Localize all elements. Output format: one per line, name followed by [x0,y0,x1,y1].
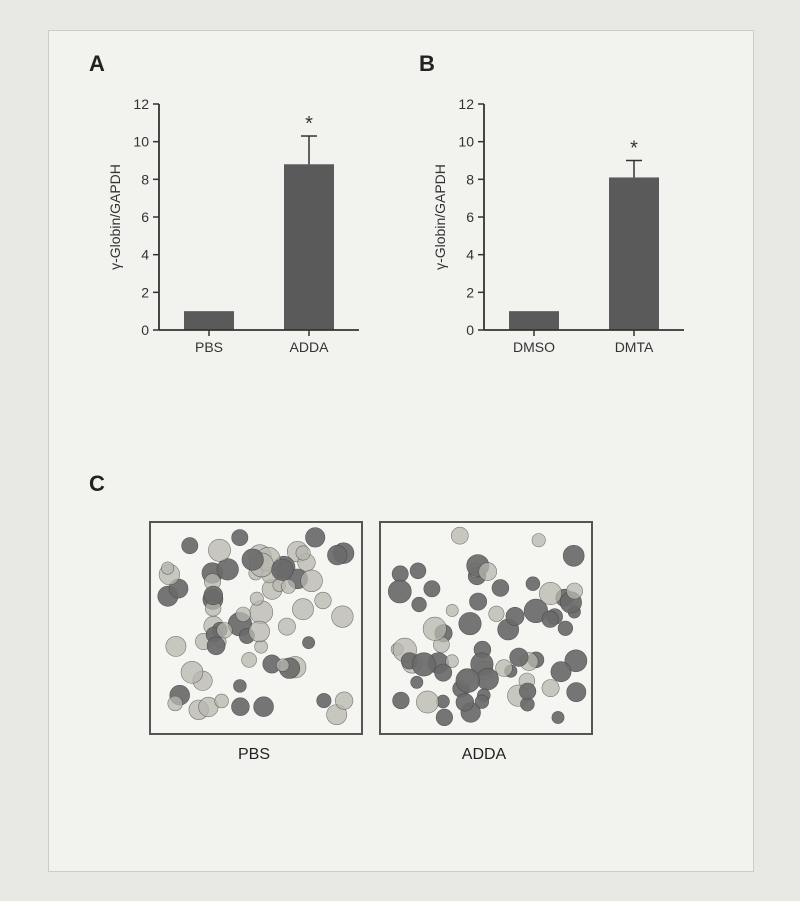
micrograph-caption-adda: ADDA [379,746,589,764]
svg-text:DMTA: DMTA [615,339,654,355]
svg-text:6: 6 [466,209,474,225]
svg-text:γ-Globin/GAPDH: γ-Globin/GAPDH [107,164,123,270]
svg-text:0: 0 [141,322,149,338]
panel-label-c: C [89,471,105,497]
micrograph-pbs [149,521,363,735]
svg-text:10: 10 [458,134,474,150]
svg-text:4: 4 [466,247,474,263]
svg-text:8: 8 [466,171,474,187]
micrograph-pbs-svg [151,523,361,733]
svg-text:12: 12 [458,96,474,112]
svg-text:*: * [305,113,313,135]
svg-text:10: 10 [133,134,149,150]
micrograph-caption-pbs: PBS [149,746,359,764]
svg-text:γ-Globin/GAPDH: γ-Globin/GAPDH [432,164,448,270]
svg-text:0: 0 [466,322,474,338]
svg-text:2: 2 [466,284,474,300]
svg-text:4: 4 [141,247,149,263]
micrograph-row: PBS ADDA [149,521,649,801]
svg-text:ADDA: ADDA [290,339,330,355]
svg-text:PBS: PBS [195,339,223,355]
svg-text:6: 6 [141,209,149,225]
micrograph-adda [379,521,593,735]
figure-area: A B 0 2 4 6 8 10 12 PBS * ADDA γ-Globin/GAPDH 0 2 4 6… [48,30,754,872]
svg-text:DMSO: DMSO [513,339,555,355]
chart-b-container: 0 2 4 6 8 10 12 DMSO * DMTA γ-Globin/GAPDH [429,86,699,366]
micrograph-adda-svg [381,523,591,733]
panel-label-b: B [419,51,435,77]
svg-text:8: 8 [141,171,149,187]
svg-text:12: 12 [133,96,149,112]
chart-a: 0 2 4 6 8 10 12 PBS * ADDA γ-Globin/GAPDH [104,86,374,366]
chart-b: 0 2 4 6 8 10 12 DMSO * DMTA γ-Globin/GAPDH [429,86,699,366]
panel-label-a: A [89,51,105,77]
chart-a-container: 0 2 4 6 8 10 12 PBS * ADDA γ-Globin/GAPDH [104,86,374,366]
svg-text:2: 2 [141,284,149,300]
svg-text:*: * [630,138,638,160]
